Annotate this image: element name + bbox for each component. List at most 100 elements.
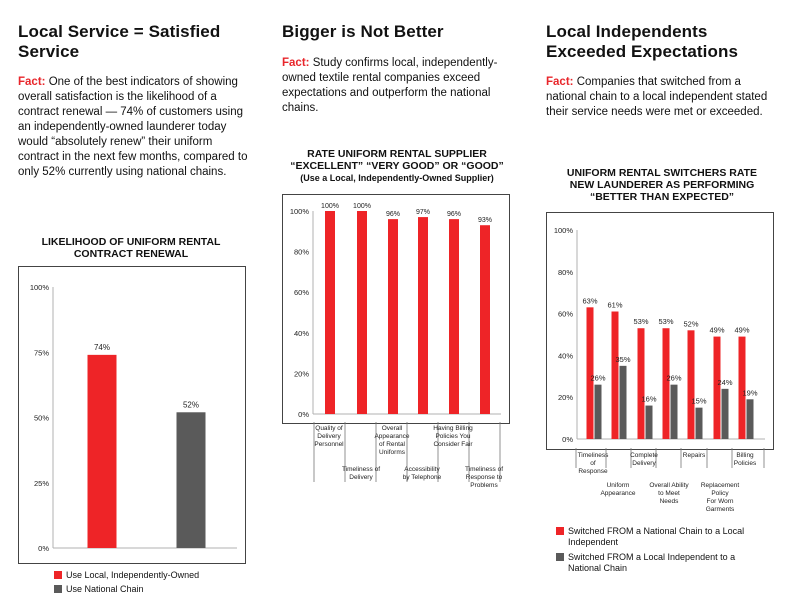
x-tick-label: Uniforms bbox=[379, 449, 406, 456]
data-label: 16% bbox=[641, 395, 656, 404]
bar bbox=[586, 307, 594, 439]
data-label: 49% bbox=[709, 326, 724, 335]
fact-text: Study confirms local, independently-owne… bbox=[282, 57, 498, 114]
x-tick-label: Response to bbox=[466, 474, 503, 481]
bar bbox=[176, 412, 206, 548]
data-label: 53% bbox=[658, 317, 673, 326]
legend-item-national-to-local: Switched FROM a National Chain to a Loca… bbox=[556, 526, 766, 548]
data-label: 53% bbox=[633, 317, 648, 326]
fact-paragraph: Fact: One of the best indicators of show… bbox=[18, 75, 254, 180]
bar bbox=[418, 217, 428, 414]
bar bbox=[449, 219, 459, 414]
data-label: 15% bbox=[691, 397, 706, 406]
data-label: 19% bbox=[742, 388, 757, 397]
heading-line-2: Service bbox=[18, 42, 80, 61]
x-tick-label: For Worn bbox=[707, 498, 734, 505]
x-tick-label: Policies bbox=[734, 460, 757, 467]
y-tick-label: 50% bbox=[34, 414, 49, 423]
fact-paragraph: Fact: Companies that switched from a nat… bbox=[546, 75, 778, 120]
chart-rating: 0% 20% 40% 60% 80% 100% 100% 100% 96% 97% 96% 93% bbox=[290, 203, 501, 419]
x-tick-label: Response bbox=[578, 468, 608, 475]
legend-swatch-national bbox=[54, 585, 62, 593]
data-label: 61% bbox=[607, 301, 622, 310]
data-label: 100% bbox=[321, 203, 339, 210]
bar bbox=[721, 388, 729, 439]
x-tick-label: Repairs bbox=[683, 452, 706, 459]
chart-title-line-2: NEW LAUNDERER AS PERFORMING bbox=[569, 179, 755, 191]
x-tick-label: Quality of bbox=[315, 425, 343, 432]
chart-title-line-2: CONTRACT RENEWAL bbox=[73, 248, 189, 260]
x-tick-label: of Rental bbox=[379, 441, 406, 448]
fact-paragraph: Fact: Study confirms local, independentl… bbox=[282, 56, 508, 116]
y-tick-label: 100% bbox=[290, 207, 310, 216]
data-label: 26% bbox=[666, 374, 681, 383]
bar bbox=[357, 211, 367, 414]
y-tick-label: 60% bbox=[294, 288, 309, 297]
x-tick-label: Garments bbox=[706, 506, 735, 513]
heading-line-1: Local Service = Satisfied bbox=[18, 22, 221, 41]
chart-subtitle: (Use a Local, Independently-Owned Suppli… bbox=[300, 173, 494, 183]
chart-renewal-frame: 0% 25% 50% 75% 100% 74% 52% bbox=[18, 266, 246, 564]
legend-swatch-local bbox=[54, 571, 62, 579]
legend-label-national-to-local: Switched FROM a National Chain to a Loca… bbox=[568, 526, 745, 547]
bar bbox=[480, 225, 490, 414]
heading-line-1: Local Independents bbox=[546, 22, 708, 41]
data-label: 96% bbox=[386, 211, 400, 218]
x-tick-label: Policies You bbox=[435, 433, 470, 440]
chart-title-line-1: RATE UNIFORM RENTAL SUPPLIER bbox=[307, 148, 487, 160]
bar bbox=[325, 211, 335, 414]
bar bbox=[645, 405, 653, 439]
legend-label-national: Use National Chain bbox=[66, 584, 144, 594]
bar bbox=[619, 365, 627, 439]
legend-item-national: Use National Chain bbox=[54, 584, 144, 595]
bar bbox=[746, 399, 754, 439]
x-tick-label: Timeliness of bbox=[465, 466, 503, 473]
data-label: 63% bbox=[582, 296, 597, 305]
x-tick-label: Overall bbox=[382, 425, 403, 432]
data-label: 97% bbox=[416, 209, 430, 216]
fact-label: Fact: bbox=[546, 76, 574, 88]
data-label: 100% bbox=[353, 203, 371, 210]
x-tick-label: Having Billing bbox=[433, 425, 473, 432]
legend-swatch-local-to-national bbox=[556, 553, 564, 561]
x-tick-label: by Telephone bbox=[403, 474, 442, 481]
x-tick-label: to Meet bbox=[658, 490, 680, 497]
y-tick-label: 0% bbox=[38, 544, 49, 553]
y-tick-label: 100% bbox=[554, 226, 574, 235]
y-tick-label: 80% bbox=[558, 268, 573, 277]
bar bbox=[388, 219, 398, 414]
chart-switchers-frame: 0% 20% 40% 60% 80% 100% 63% 61% 53% 53% 52% 49% 49% 2… bbox=[546, 212, 774, 450]
x-tick-label: Complete bbox=[630, 452, 658, 459]
bar bbox=[662, 328, 670, 439]
data-label: 96% bbox=[447, 211, 461, 218]
x-tick-label: Replacement bbox=[701, 482, 739, 489]
y-tick-label: 75% bbox=[34, 348, 49, 357]
data-label: 93% bbox=[478, 217, 492, 224]
x-tick-label: Problems bbox=[470, 482, 498, 489]
fact-label: Fact: bbox=[18, 76, 46, 88]
chart-title: RATE UNIFORM RENTAL SUPPLIER “EXCELLENT”… bbox=[282, 148, 512, 184]
y-tick-label: 0% bbox=[298, 410, 309, 419]
chart-title: LIKELIHOOD OF UNIFORM RENTAL CONTRACT RE… bbox=[18, 236, 244, 260]
bar bbox=[713, 336, 721, 439]
chart-title-line-3: “BETTER THAN EXPECTED” bbox=[589, 191, 735, 203]
y-tick-label: 0% bbox=[562, 435, 573, 444]
y-tick-label: 20% bbox=[294, 369, 309, 378]
bar bbox=[670, 384, 678, 439]
y-tick-label: 100% bbox=[30, 283, 50, 292]
x-tick-label: Needs bbox=[660, 498, 680, 505]
chart-title: UNIFORM RENTAL SWITCHERS RATE NEW LAUNDE… bbox=[546, 167, 778, 203]
heading-local-service: Local Service = Satisfied Service bbox=[18, 22, 220, 62]
bar bbox=[687, 330, 695, 439]
heading-local-independents: Local Independents Exceeded Expectations bbox=[546, 22, 738, 62]
legend-swatch-national-to-local bbox=[556, 527, 564, 535]
fact-label: Fact: bbox=[282, 57, 310, 69]
x-tick-label: Delivery bbox=[632, 460, 656, 467]
heading-line-2: Exceeded Expectations bbox=[546, 42, 739, 61]
heading-bigger: Bigger is Not Better bbox=[282, 22, 444, 41]
legend-label-local: Use Local, Independently-Owned bbox=[66, 570, 200, 580]
x-tick-label: Timeliness of bbox=[342, 466, 380, 473]
data-label: 26% bbox=[590, 374, 605, 383]
bar bbox=[611, 311, 619, 439]
x-tick-label: Policy bbox=[711, 490, 729, 497]
